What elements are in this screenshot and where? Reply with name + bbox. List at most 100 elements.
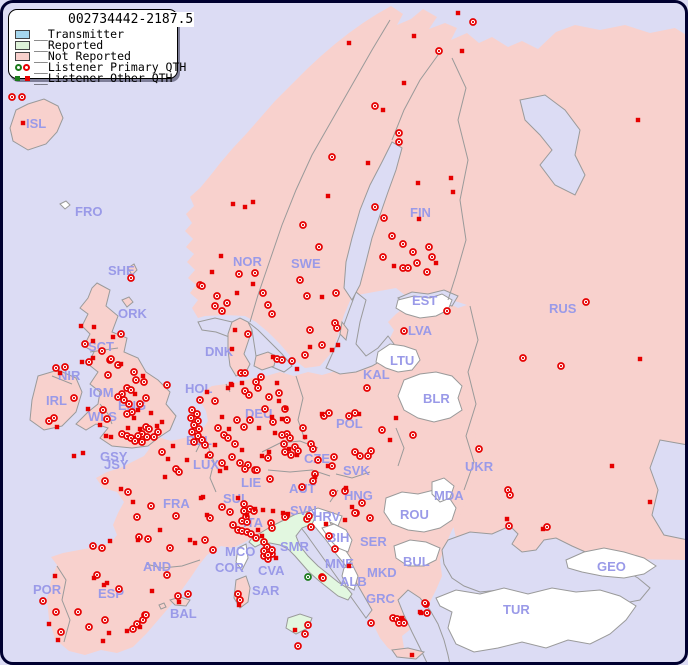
listener-primary-qth-dot [294, 642, 302, 650]
white-sea [519, 94, 586, 196]
listener-primary-qth-dot [124, 488, 132, 496]
baltic-sea [325, 291, 395, 375]
listener-primary-qth-dot [519, 354, 527, 362]
country-label-lux: LUX [193, 457, 219, 472]
country-label-fro: FRO [75, 204, 102, 219]
listener-other-qth-dot [380, 107, 386, 113]
country-label-est: EST [412, 293, 437, 308]
listener-primary-qth-dot [147, 502, 155, 510]
listener-primary-qth-dot [428, 253, 436, 261]
country-label-por: POR [33, 582, 62, 597]
listener-other-qth-dot [399, 615, 405, 621]
listener-primary-qth-dot [307, 440, 315, 448]
red-circle-icon [23, 63, 30, 71]
listener-other-qth-dot [125, 425, 131, 431]
country-label-jsy: JSY [104, 457, 129, 472]
listener-primary-qth-dot [143, 433, 151, 441]
listener-primary-qth-dot [229, 521, 237, 529]
listener-primary-qth-dot [333, 324, 341, 332]
listener-primary-qth-dot [286, 434, 294, 442]
listener-primary-qth-dot [264, 301, 272, 309]
listener-other-qth-dot [118, 361, 124, 367]
listener-other-qth-dot [270, 354, 276, 360]
listener-other-qth-dot [250, 199, 256, 205]
listener-other-qth-dot [276, 398, 282, 404]
listener-primary-qth-dot [265, 393, 273, 401]
listener-primary-qth-dot [45, 417, 53, 425]
listener-primary-qth-dot [224, 434, 232, 442]
country-label-fra: FRA [163, 496, 190, 511]
listener-other-qth-dot [236, 602, 242, 608]
listener-primary-qth-dot [201, 536, 209, 544]
country-label-grc: GRC [366, 591, 396, 606]
listener-primary-qth-dot [190, 438, 198, 446]
listener-other-qth-dot [97, 422, 103, 428]
country-label-rus: RUS [549, 301, 577, 316]
listener-other-qth-dot [229, 346, 235, 352]
islands [9, 98, 426, 660]
listener-primary-qth-dot [332, 289, 340, 297]
listener-other-qth-dot [433, 260, 439, 266]
listener-primary-qth-dot [280, 440, 288, 448]
listener-primary-qth-dot [184, 590, 192, 598]
country-label-nir: NIR [58, 368, 81, 383]
country-label-tur: TUR [503, 602, 530, 617]
country-label-svk: SVK [343, 463, 370, 478]
country-label-mkd: MKD [367, 565, 397, 580]
listener-other-qth-dot [252, 506, 258, 512]
listener-primary-qth-dot [269, 418, 277, 426]
primary-qth-icons [15, 63, 30, 71]
listener-other-qth-dot [184, 457, 190, 463]
listener-primary-qth-dot [257, 373, 265, 381]
listener-other-qth-dot [230, 201, 236, 207]
listener-primary-qth-dot [409, 248, 417, 256]
listener-primary-qth-dot [423, 609, 431, 617]
listener-primary-qth-dot [132, 376, 140, 384]
listener-primary-qth-dot [278, 356, 286, 364]
listener-primary-qth-dot [136, 400, 144, 408]
listener-primary-qth-dot [190, 421, 198, 429]
listener-other-qth-dot [450, 189, 456, 195]
green-circle-icon [15, 63, 22, 71]
listener-primary-qth-dot [371, 102, 379, 110]
listener-other-qth-dot [455, 10, 461, 16]
listener-other-qth-dot [504, 516, 510, 522]
listener-primary-qth-dot [114, 393, 122, 401]
listener-primary-qth-dot [351, 409, 359, 417]
listener-primary-qth-dot [130, 368, 138, 376]
listener-primary-qth-dot [174, 592, 182, 600]
listener-other-qth-dot [342, 517, 348, 523]
listener-primary-qth-dot [254, 384, 262, 392]
listener-other-qth-dot [137, 624, 143, 630]
listener-primary-qth-dot [89, 542, 97, 550]
listener-primary-qth-dot [163, 381, 171, 389]
listener-primary-qth-dot [144, 535, 152, 543]
listener-other-qth-dot [256, 425, 262, 431]
balearics-west [158, 602, 167, 610]
country-label-sui: SUI [223, 491, 245, 506]
listener-primary-qth-dot [61, 363, 69, 371]
listener-primary-qth-dot [505, 522, 513, 530]
listener-primary-qth-dot [325, 532, 333, 540]
legend-panel: 002734442-2187.5 __Transmitter __Reporte… [8, 9, 195, 84]
listener-primary-qth-dot [234, 590, 242, 598]
listener-other-qth-dot [52, 573, 58, 579]
listener-primary-qth-dot [425, 243, 433, 251]
listener-other-qth-dot [140, 373, 146, 379]
listener-other-qth-dot [110, 334, 116, 340]
listener-other-qth-dot [637, 356, 643, 362]
listener-other-qth-dot [343, 485, 349, 491]
country-label-mda: MDA [434, 488, 464, 503]
listener-primary-qth-dot [264, 551, 272, 559]
listener-other-qth-dot [325, 463, 331, 469]
listener-other-qth-dot [106, 630, 112, 636]
listener-other-qth-dot [269, 414, 275, 420]
listener-primary-qth-dot [115, 585, 123, 593]
listener-other-qth-dot [137, 426, 143, 432]
listener-primary-qth-dot [363, 384, 371, 392]
listener-other-qth-dot [266, 449, 272, 455]
listener-primary-qth-dot [423, 268, 431, 276]
country-label-pol: POL [336, 416, 363, 431]
listener-primary-qth-dot [400, 619, 408, 627]
